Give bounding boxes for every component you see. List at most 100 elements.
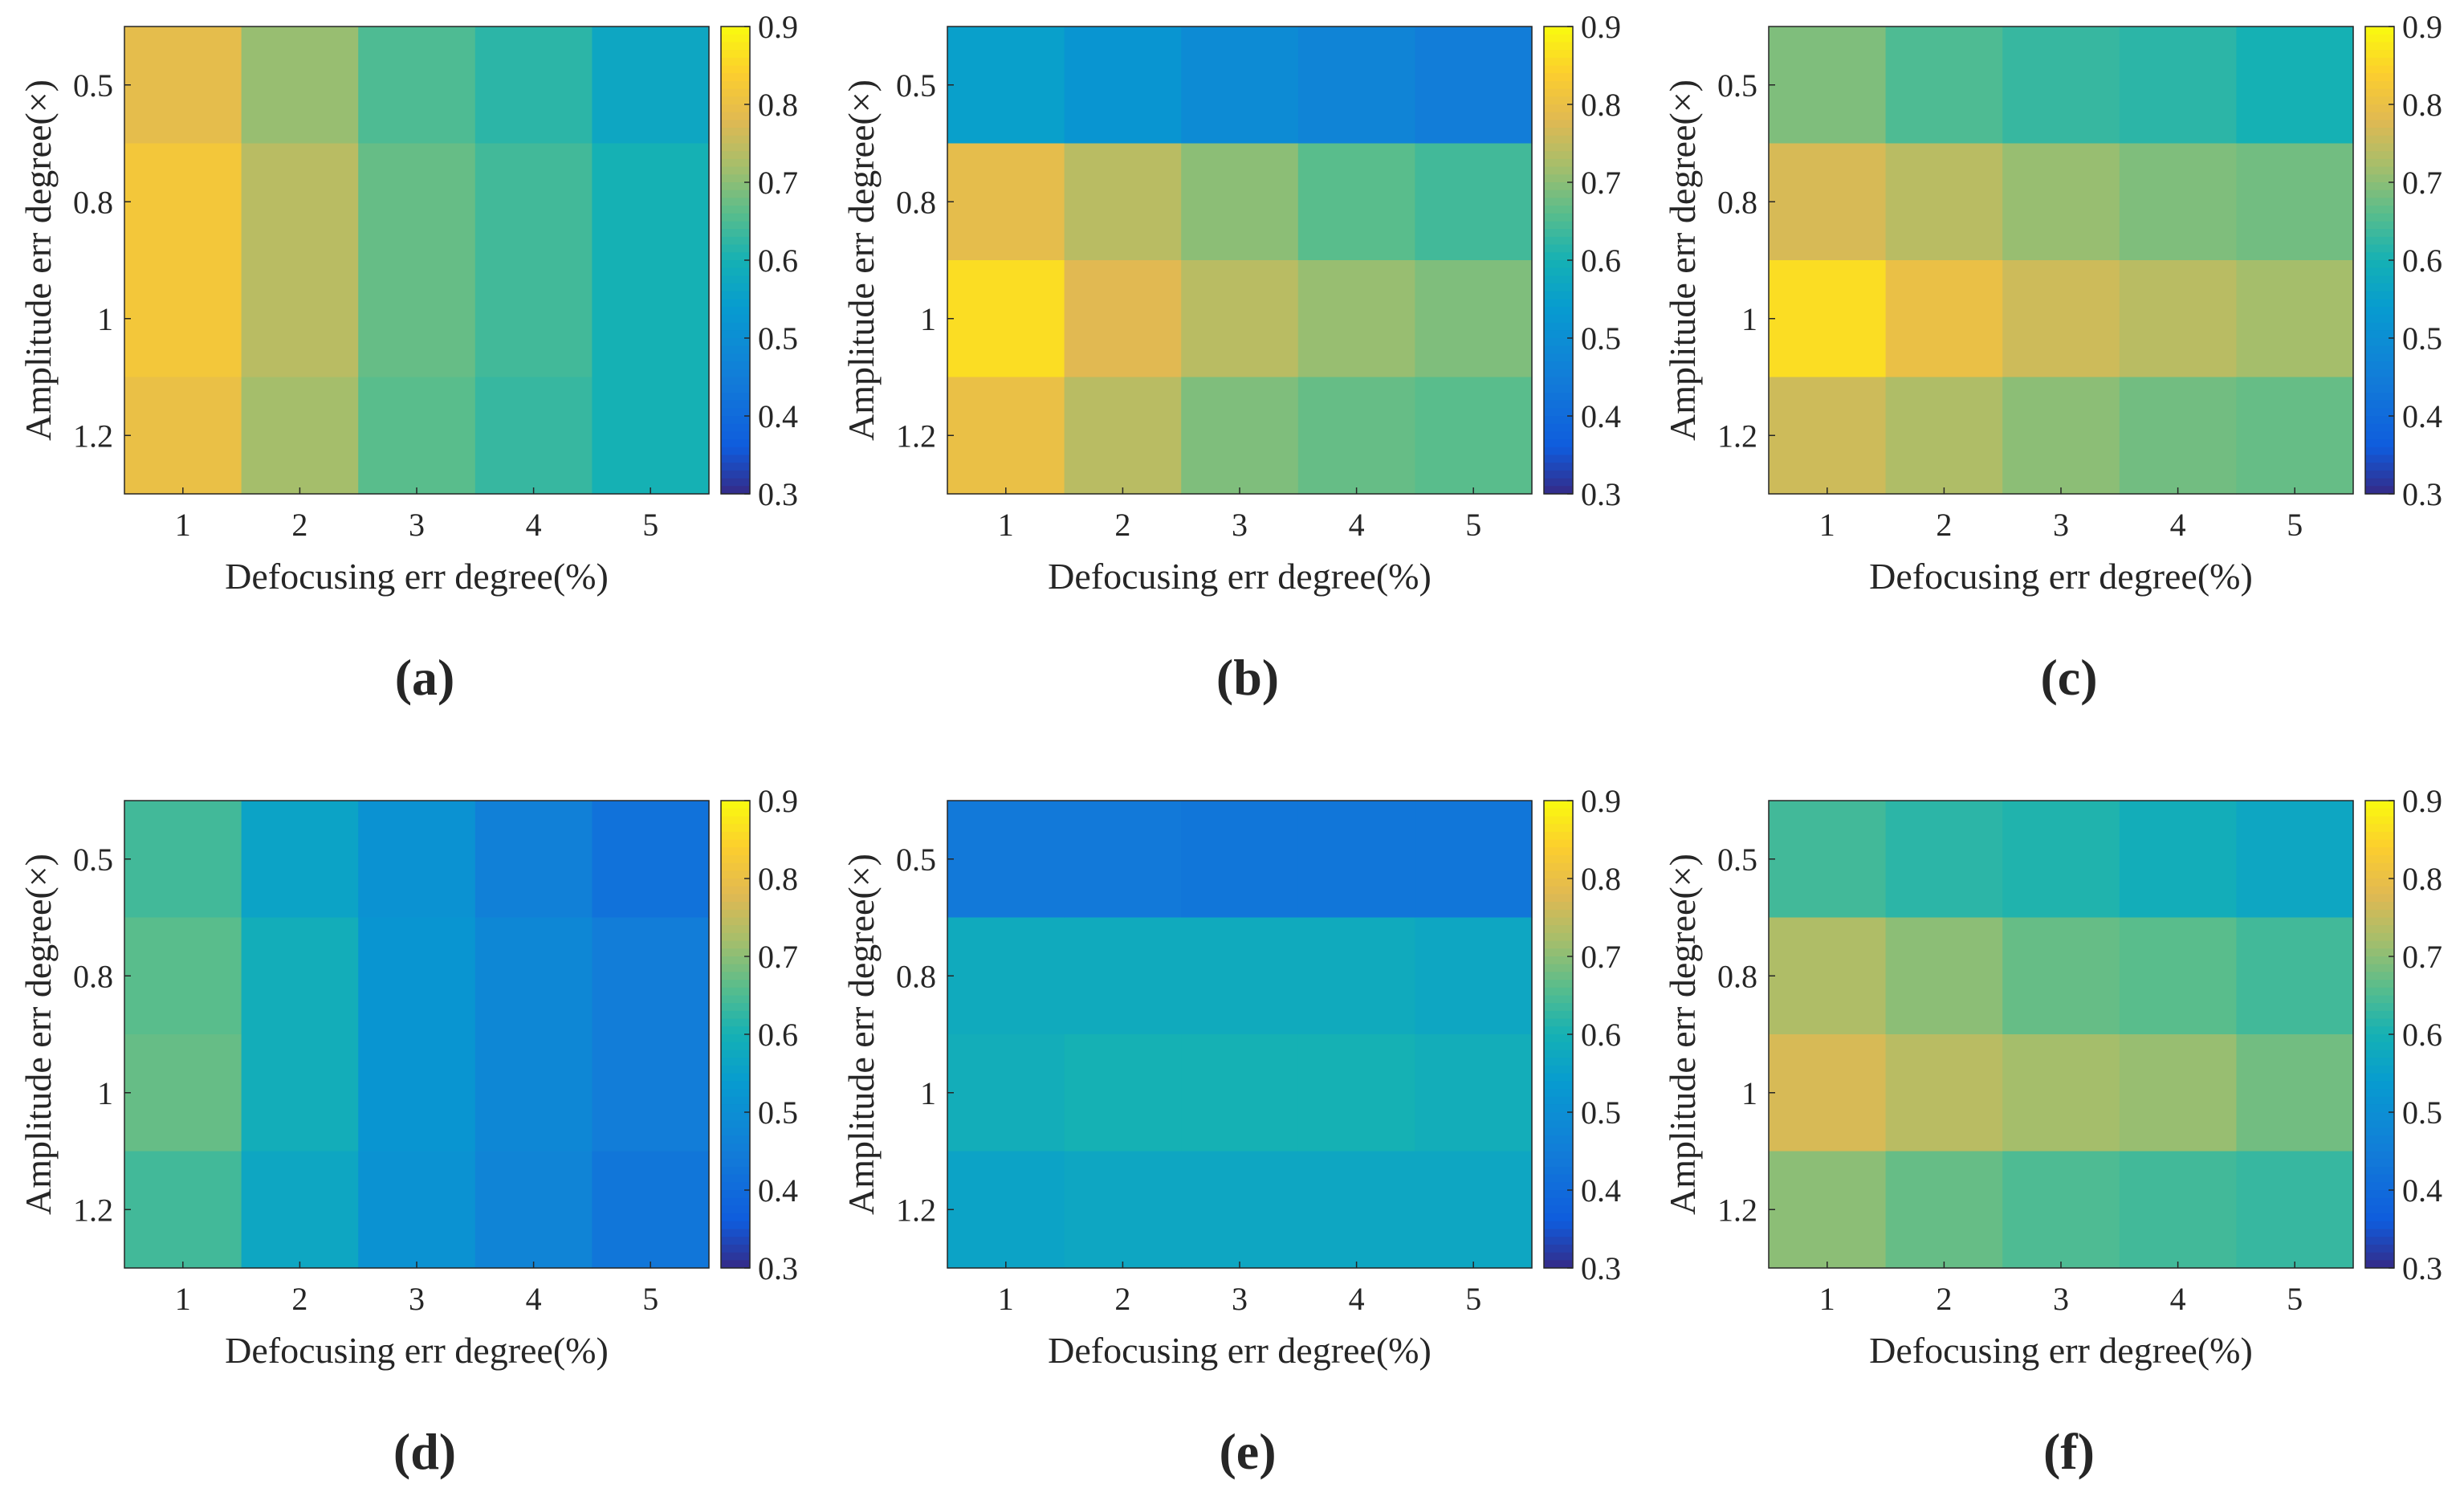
colorbar-segment xyxy=(2365,416,2394,425)
heatmap-cell xyxy=(2236,1151,2354,1269)
colorbar-segment xyxy=(2365,73,2394,82)
colorbar-segment xyxy=(721,917,750,926)
heatmap-cell xyxy=(1769,143,1887,261)
colorbar-segment xyxy=(1544,416,1573,425)
colorbar-segment xyxy=(721,244,750,253)
colorbar-segment xyxy=(1544,1073,1573,1082)
x-tick-label: 4 xyxy=(2170,507,2186,543)
colorbar-segment xyxy=(721,1050,750,1058)
heatmap-cell xyxy=(1181,917,1299,1035)
colorbar-segment xyxy=(721,870,750,879)
heatmap-cell xyxy=(241,26,359,145)
colorbar-segment xyxy=(1544,299,1573,308)
heatmap-cell xyxy=(2119,1151,2237,1269)
x-tick-label: 3 xyxy=(409,507,425,543)
heatmap-cell xyxy=(1064,26,1182,145)
colorbar-segment xyxy=(2365,801,2394,809)
x-tick-label: 2 xyxy=(1936,1281,1952,1317)
x-tick-label: 5 xyxy=(1465,1281,1481,1317)
colorbar-segment xyxy=(721,80,750,90)
colorbar-segment xyxy=(2365,1182,2394,1191)
x-tick-label: 2 xyxy=(1936,507,1952,543)
heatmap-cell xyxy=(1181,801,1299,919)
colorbar-tick-label: 0.9 xyxy=(758,9,798,45)
heatmap-cell xyxy=(1297,143,1415,261)
heatmap-cell xyxy=(2002,917,2120,1035)
colorbar-segment xyxy=(2365,470,2394,479)
heatmap-cell xyxy=(124,260,242,378)
colorbar-segment xyxy=(1544,824,1573,833)
heatmap-panel-c: 1 2 3 4 5 0.5 0.8 1 1.2 Defocusing err degree(%) A… xyxy=(1662,9,2442,706)
colorbar-segment xyxy=(2365,446,2394,456)
colorbar-segment xyxy=(2365,1205,2394,1214)
heatmap-cell xyxy=(1181,1151,1299,1269)
heatmap-cell xyxy=(241,917,359,1035)
heatmap-cell xyxy=(1064,801,1182,919)
colorbar-segment xyxy=(721,1058,750,1066)
colorbar-segment xyxy=(721,229,750,238)
heatmap-cell xyxy=(1064,917,1182,1035)
colorbar-tick-label: 0.4 xyxy=(2402,398,2442,434)
colorbar-segment xyxy=(2365,128,2394,137)
colorbar-segment xyxy=(2365,1018,2394,1027)
colorbar-segment xyxy=(721,862,750,871)
heatmap-cell xyxy=(1769,260,1887,378)
colorbar-segment xyxy=(1544,902,1573,911)
heatmap-cell xyxy=(592,26,710,145)
y-axis-label: Amplitude err degree(×) xyxy=(841,854,882,1215)
colorbar-segment xyxy=(1544,1159,1573,1168)
colorbar-segment xyxy=(721,1151,750,1160)
colorbar-segment xyxy=(721,236,750,246)
colorbar-segment xyxy=(721,894,750,903)
colorbar: 0.9 0.8 0.7 0.6 0.5 0.4 0.3 xyxy=(2364,9,2442,512)
colorbar-segment xyxy=(1544,369,1573,378)
colorbar-segment xyxy=(2365,88,2394,97)
colorbar-segment xyxy=(721,824,750,833)
heatmap-cell xyxy=(124,917,242,1035)
x-axis-label: Defocusing err degree(%) xyxy=(1869,556,2253,597)
heatmap-cell xyxy=(2002,377,2120,495)
x-tick-label: 5 xyxy=(642,1281,658,1317)
colorbar-tick-label: 0.5 xyxy=(758,1095,798,1131)
y-tick-label: 0.8 xyxy=(1717,958,1757,994)
colorbar-segment xyxy=(1544,42,1573,51)
colorbar: 0.9 0.8 0.7 0.6 0.5 0.4 0.3 xyxy=(2364,783,2442,1286)
heatmap-cell xyxy=(2002,1151,2120,1269)
colorbar-segment xyxy=(2365,1252,2394,1261)
heatmap-cell xyxy=(2119,377,2237,495)
colorbar-segment xyxy=(1544,1065,1573,1074)
colorbar-segment xyxy=(1544,314,1573,324)
colorbar-segment xyxy=(1544,1010,1573,1020)
colorbar-segment xyxy=(721,291,750,300)
x-tick-label: 4 xyxy=(2170,1281,2186,1317)
colorbar-tick-label: 0.3 xyxy=(758,1250,798,1286)
colorbar-segment xyxy=(721,57,750,67)
heatmap-cell xyxy=(1769,1151,1887,1269)
colorbar: 0.9 0.8 0.7 0.6 0.5 0.4 0.3 xyxy=(1543,783,1621,1286)
heatmap-cell xyxy=(358,26,476,145)
colorbar-segment xyxy=(1544,322,1573,331)
colorbar-tick-label: 0.8 xyxy=(1581,861,1621,897)
colorbar-segment xyxy=(1544,96,1573,105)
colorbar-segment xyxy=(2365,1081,2394,1090)
colorbar-segment xyxy=(721,385,750,393)
colorbar-segment xyxy=(2365,213,2394,222)
heatmap-cell xyxy=(1415,1034,1533,1152)
heatmap-cell xyxy=(592,143,710,261)
colorbar-segment xyxy=(721,1197,750,1206)
heatmap-cell xyxy=(474,377,593,495)
colorbar-segment xyxy=(721,455,750,463)
x-tick-label: 5 xyxy=(642,507,658,543)
heatmap-cell xyxy=(947,26,1065,145)
colorbar-segment xyxy=(721,925,750,934)
colorbar-segment xyxy=(1544,190,1573,198)
colorbar-segment xyxy=(2365,1010,2394,1020)
colorbar-tick-label: 0.4 xyxy=(2402,1172,2442,1209)
colorbar-segment xyxy=(1544,446,1573,456)
colorbar-segment xyxy=(2365,400,2394,409)
heatmap-cell xyxy=(947,377,1065,495)
colorbar-segment xyxy=(2365,190,2394,198)
colorbar-segment xyxy=(2365,1237,2394,1245)
colorbar-segment xyxy=(2365,1073,2394,1082)
colorbar-segment xyxy=(721,1034,750,1043)
